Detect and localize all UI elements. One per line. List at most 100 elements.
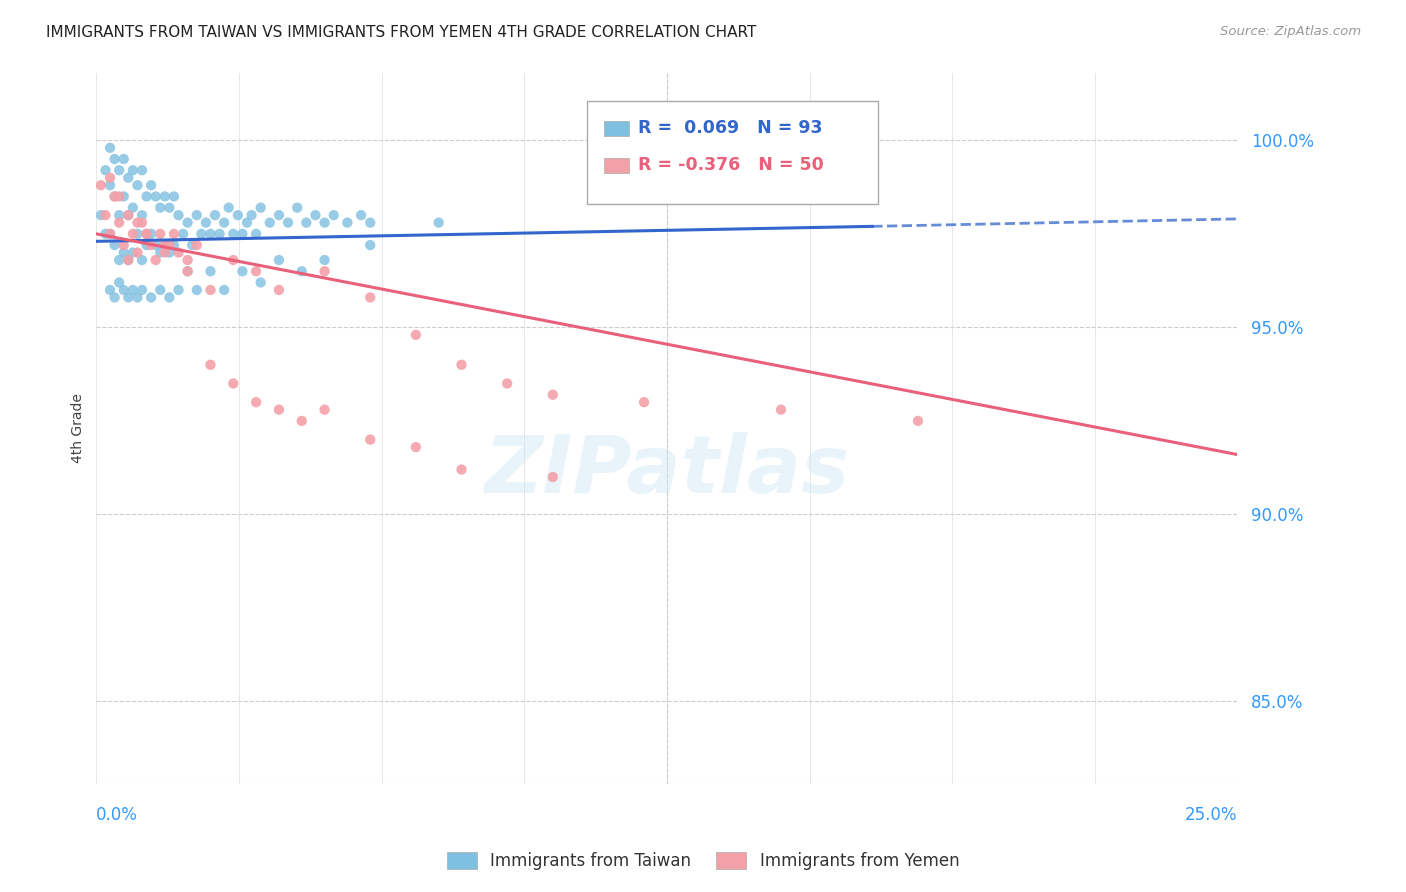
Point [204,208,226,222]
Point [108,216,131,230]
Point [117,170,139,185]
Point [226,208,249,222]
Point [285,201,308,215]
Point [112,189,135,203]
Point [117,290,139,304]
Point [127,290,149,304]
Point [139,238,162,252]
Point [108,163,131,178]
Point [163,227,186,241]
Point [127,178,149,193]
Point [149,245,172,260]
Point [186,283,208,297]
Point [172,227,194,241]
Point [131,283,153,297]
Point [153,189,176,203]
Point [94,163,117,178]
Text: R =  0.069   N = 93: R = 0.069 N = 93 [638,120,823,137]
Point [167,245,190,260]
Point [108,253,131,268]
Point [769,402,792,417]
Point [135,189,157,203]
Point [153,245,176,260]
Point [314,264,336,278]
Point [112,283,135,297]
Point [212,283,235,297]
Point [314,216,336,230]
Point [163,238,186,252]
Point [98,283,121,297]
Text: 0.0%: 0.0% [97,806,138,824]
Point [108,189,131,203]
Point [176,216,198,230]
Point [186,208,208,222]
Point [135,227,157,241]
Point [181,238,204,252]
Point [131,208,153,222]
Point [236,216,259,230]
Point [291,414,314,428]
Point [112,152,135,166]
Point [218,201,240,215]
Point [167,283,190,297]
Point [450,358,472,372]
Point [108,276,131,290]
Point [104,189,127,203]
Point [98,227,121,241]
Point [245,227,267,241]
Point [541,388,564,402]
Point [157,201,180,215]
Point [245,264,267,278]
Point [304,208,326,222]
Point [267,283,290,297]
Point [186,238,208,252]
Point [208,227,231,241]
Point [167,208,190,222]
Bar [605,120,630,136]
Point [139,290,162,304]
Point [117,253,139,268]
Point [122,227,145,241]
Point [117,208,139,222]
Point [153,238,176,252]
Point [157,238,180,252]
Point [231,227,253,241]
Point [212,216,235,230]
Point [135,238,157,252]
Point [131,163,153,178]
Point [145,238,167,252]
Point [90,208,112,222]
Point [108,208,131,222]
Point [135,227,157,241]
Point [350,208,373,222]
Point [267,208,290,222]
Point [98,170,121,185]
Point [200,227,222,241]
Point [163,189,186,203]
Point [104,152,127,166]
Legend: Immigrants from Taiwan, Immigrants from Yemen: Immigrants from Taiwan, Immigrants from … [440,845,966,877]
Point [98,178,121,193]
Point [112,238,135,252]
Point [359,216,381,230]
FancyBboxPatch shape [588,102,877,204]
Point [190,227,212,241]
Point [249,201,271,215]
Point [149,227,172,241]
Point [98,141,121,155]
Point [94,227,117,241]
Point [149,201,172,215]
Point [245,395,267,409]
Point [194,216,217,230]
Text: ZIPatlas: ZIPatlas [485,432,849,510]
Point [359,290,381,304]
Point [405,440,427,454]
Point [259,216,281,230]
Point [231,264,253,278]
Point [267,253,290,268]
Point [139,178,162,193]
Point [153,238,176,252]
Point [295,216,318,230]
Point [139,227,162,241]
Point [176,253,198,268]
